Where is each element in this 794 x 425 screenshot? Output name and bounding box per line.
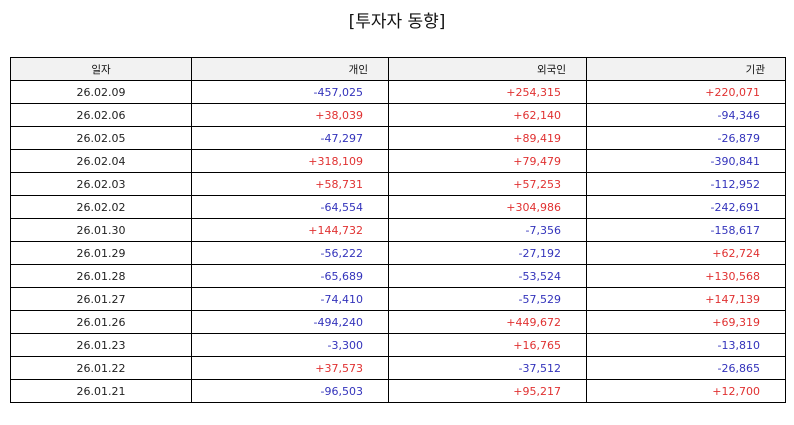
date-cell: 26.01.27	[10, 287, 192, 311]
institution-cell: -390,841	[586, 149, 786, 173]
individual-cell: +144,732	[191, 218, 389, 242]
foreign-cell: +95,217	[388, 379, 587, 403]
foreign-cell: +254,315	[388, 80, 587, 104]
foreign-cell: -53,524	[388, 264, 587, 288]
individual-cell: +58,731	[191, 172, 389, 196]
date-cell: 26.02.05	[10, 126, 192, 150]
table-row: 26.01.22 +37,573 -37,512 -26,865	[10, 356, 786, 380]
date-cell: 26.01.21	[10, 379, 192, 403]
individual-cell: -64,554	[191, 195, 389, 219]
individual-cell: -494,240	[191, 310, 389, 334]
table-row: 26.02.09 -457,025 +254,315 +220,071	[10, 80, 786, 104]
date-cell: 26.02.04	[10, 149, 192, 173]
table-row: 26.01.27 -74,410 -57,529 +147,139	[10, 287, 786, 311]
foreign-cell: +449,672	[388, 310, 587, 334]
date-cell: 26.02.03	[10, 172, 192, 196]
date-cell: 26.01.29	[10, 241, 192, 265]
header-institution: 기관	[586, 57, 786, 81]
institution-cell: +147,139	[586, 287, 786, 311]
individual-cell: -56,222	[191, 241, 389, 265]
foreign-cell: -57,529	[388, 287, 587, 311]
date-cell: 26.01.28	[10, 264, 192, 288]
institution-cell: +12,700	[586, 379, 786, 403]
date-cell: 26.01.23	[10, 333, 192, 357]
foreign-cell: -37,512	[388, 356, 587, 380]
individual-cell: -74,410	[191, 287, 389, 311]
table-row: 26.02.02 -64,554 +304,986 -242,691	[10, 195, 786, 219]
table-row: 26.01.26 -494,240 +449,672 +69,319	[10, 310, 786, 334]
foreign-cell: +89,419	[388, 126, 587, 150]
individual-cell: -47,297	[191, 126, 389, 150]
header-individual: 개인	[191, 57, 389, 81]
individual-cell: +37,573	[191, 356, 389, 380]
table-row: 26.01.28 -65,689 -53,524 +130,568	[10, 264, 786, 288]
institution-cell: -94,346	[586, 103, 786, 127]
table-row: 26.01.29 -56,222 -27,192 +62,724	[10, 241, 786, 265]
foreign-cell: +79,479	[388, 149, 587, 173]
date-cell: 26.02.06	[10, 103, 192, 127]
date-cell: 26.01.26	[10, 310, 192, 334]
institution-cell: +220,071	[586, 80, 786, 104]
individual-cell: -457,025	[191, 80, 389, 104]
foreign-cell: +62,140	[388, 103, 587, 127]
individual-cell: -3,300	[191, 333, 389, 357]
institution-cell: +130,568	[586, 264, 786, 288]
foreign-cell: -7,356	[388, 218, 587, 242]
individual-cell: -96,503	[191, 379, 389, 403]
institution-cell: +69,319	[586, 310, 786, 334]
institution-cell: +62,724	[586, 241, 786, 265]
page-title: [투자자 동향]	[348, 12, 446, 32]
table-header-row: 일자 개인 외국인 기관	[10, 57, 786, 81]
foreign-cell: +304,986	[388, 195, 587, 219]
institution-cell: -158,617	[586, 218, 786, 242]
date-cell: 26.02.02	[10, 195, 192, 219]
individual-cell: -65,689	[191, 264, 389, 288]
table-row: 26.01.21 -96,503 +95,217 +12,700	[10, 379, 786, 403]
date-cell: 26.02.09	[10, 80, 192, 104]
header-date: 일자	[10, 57, 192, 81]
institution-cell: -13,810	[586, 333, 786, 357]
foreign-cell: +16,765	[388, 333, 587, 357]
table-row: 26.01.23 -3,300 +16,765 -13,810	[10, 333, 786, 357]
table-row: 26.02.06 +38,039 +62,140 -94,346	[10, 103, 786, 127]
table-row: 26.02.05 -47,297 +89,419 -26,879	[10, 126, 786, 150]
date-cell: 26.01.22	[10, 356, 192, 380]
individual-cell: +318,109	[191, 149, 389, 173]
table-row: 26.02.03 +58,731 +57,253 -112,952	[10, 172, 786, 196]
table-body: 26.02.09 -457,025 +254,315 +220,071 26.02.06…	[10, 80, 786, 403]
institution-cell: -26,865	[586, 356, 786, 380]
foreign-cell: +57,253	[388, 172, 587, 196]
institution-cell: -242,691	[586, 195, 786, 219]
individual-cell: +38,039	[191, 103, 389, 127]
table-row: 26.02.04 +318,109 +79,479 -390,841	[10, 149, 786, 173]
date-cell: 26.01.30	[10, 218, 192, 242]
institution-cell: -26,879	[586, 126, 786, 150]
investor-trend-table: 일자 개인 외국인 기관 26.02.09 -457,025 +254,315 +22…	[10, 57, 786, 403]
header-foreign: 외국인	[388, 57, 587, 81]
institution-cell: -112,952	[586, 172, 786, 196]
table-row: 26.01.30 +144,732 -7,356 -158,617	[10, 218, 786, 242]
foreign-cell: -27,192	[388, 241, 587, 265]
